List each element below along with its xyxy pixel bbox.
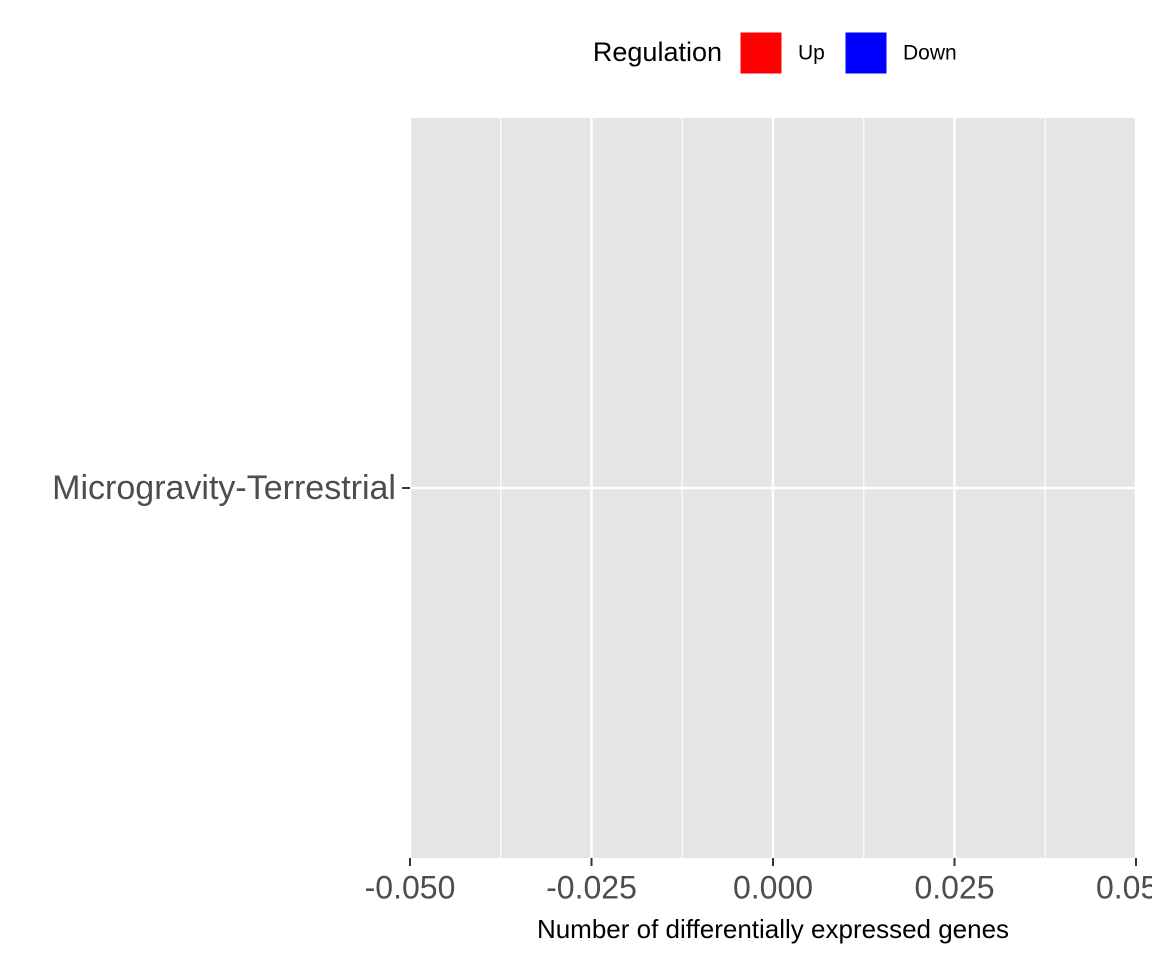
x-tick-label: -0.025 <box>546 869 637 905</box>
x-axis-title: Number of differentially expressed genes <box>537 914 1009 944</box>
y-tick-label: Microgravity-Terrestrial <box>52 469 396 507</box>
legend-label: Up <box>798 42 825 65</box>
legend-key <box>844 31 888 75</box>
x-tick-label: 0.050 <box>1096 869 1152 905</box>
x-tick-label: -0.050 <box>365 869 456 905</box>
legend-key <box>739 31 783 75</box>
x-tick-label: 0.000 <box>733 869 813 905</box>
legend-title: Regulation <box>593 37 722 67</box>
legend-label: Down <box>903 42 957 65</box>
x-tick-label: 0.025 <box>914 869 994 905</box>
